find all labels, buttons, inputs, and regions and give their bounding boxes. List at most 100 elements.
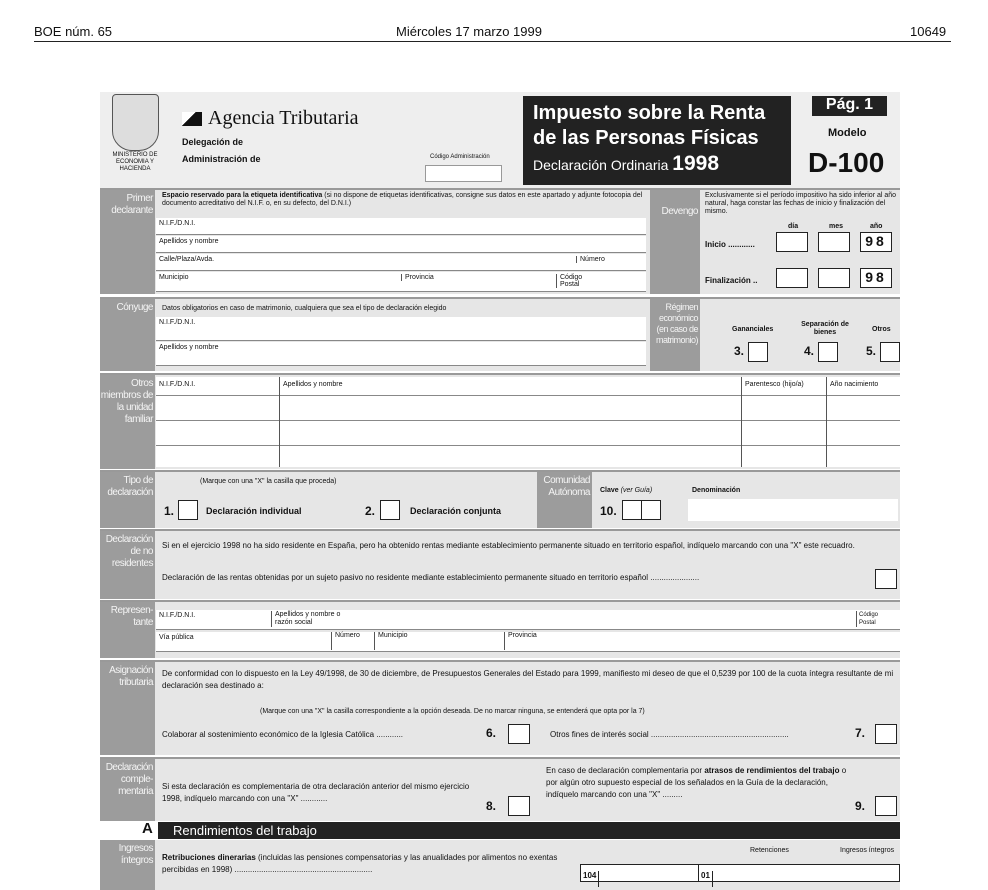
separacion-label: Separación de bienes	[801, 321, 849, 336]
atrasos-bold: atrasos de rendimientos del trabajo	[704, 766, 840, 775]
otros-fines-label: Otros fines de interés social ..........…	[550, 730, 789, 739]
iglesia-label: Colaborar al sostenimiento económico de …	[162, 730, 404, 739]
section-primer-declarante: Primer declarante Espacio reservado para…	[100, 188, 900, 294]
ano-label: año	[870, 223, 883, 230]
clave-label: Clave	[600, 487, 619, 494]
repr-row2[interactable]: Vía pública Número Municipio Provincia	[156, 632, 900, 652]
otros-label: Otros	[872, 326, 891, 333]
complementaria-checkbox[interactable]	[508, 796, 530, 816]
ingresos-header: Ingresos íntegros	[840, 847, 895, 854]
col-nif: N.I.F./D.N.I.	[159, 381, 196, 388]
section-a-title: Rendimientos del trabajo	[158, 822, 900, 839]
section-label: Ingresos íntegros	[100, 840, 155, 890]
page-label: Pág. 1	[812, 96, 887, 116]
col-parentesco: Parentesco (hijo/a)	[745, 381, 804, 388]
atrasos-checkbox[interactable]	[875, 796, 897, 816]
form-title-line1: Impuesto sobre la Renta	[533, 102, 766, 124]
clave-field-1[interactable]	[622, 500, 642, 520]
conyuge-nombre-field[interactable]: Apellidos y nombre	[156, 342, 646, 366]
box-number: 6.	[486, 726, 497, 740]
regimen-label: Régimen económico (en caso de matrimonio…	[650, 299, 700, 371]
inicio-mes-field[interactable]	[818, 232, 850, 252]
separacion-checkbox[interactable]	[818, 342, 838, 362]
iglesia-checkbox[interactable]	[508, 724, 530, 744]
retenciones-field[interactable]: 104	[580, 864, 700, 887]
form-title-line2: de las Personas Físicas	[533, 127, 759, 149]
denominacion-label: Denominación	[692, 487, 741, 494]
nombre-label: Apellidos y nombre	[159, 344, 219, 351]
form-subtitle: Declaración Ordinaria	[533, 157, 669, 173]
box-number: 2.	[365, 504, 376, 518]
otros-checkbox[interactable]	[880, 342, 900, 362]
nif-label: N.I.F./D.N.I.	[159, 220, 196, 227]
codigo-admin-field[interactable]	[425, 165, 502, 182]
modelo-code: D-100	[808, 147, 885, 178]
section-label: Declaración comple-mentaria	[100, 759, 155, 821]
noresid-checkbox[interactable]	[875, 569, 897, 589]
denominacion-field[interactable]	[688, 499, 898, 521]
dia-label: día	[788, 223, 799, 230]
final-dia-field[interactable]	[776, 268, 808, 288]
ganancial-label: Gananciales	[732, 326, 774, 333]
agency-name: Agencia Tributaria	[208, 107, 359, 129]
ganancial-checkbox[interactable]	[748, 342, 768, 362]
section-asignacion: Asignación tributaria De conformidad con…	[100, 660, 900, 755]
box-number: 4.	[804, 344, 815, 358]
section-no-residentes: Declaración de no residentes Si en el ej…	[100, 529, 900, 599]
nombre-label: Apellidos y nombre o razón social	[271, 611, 345, 627]
mes-label: mes	[829, 223, 844, 230]
individual-checkbox[interactable]	[178, 500, 198, 520]
administracion-label: Administración de	[182, 154, 261, 164]
col-nombre: Apellidos y nombre	[283, 381, 343, 388]
otros-fines-checkbox[interactable]	[875, 724, 897, 744]
atrasos-text-end: o por algún otro supuesto especial de lo…	[546, 766, 847, 799]
header-rule	[34, 41, 951, 42]
complementaria-text: Si esta declaración es complementaria de…	[162, 782, 470, 803]
box-number: 5.	[866, 344, 877, 358]
calle-label: Calle/Plaza/Avda.	[159, 256, 215, 263]
box-number: 8.	[486, 799, 497, 813]
retenciones-header: Retenciones	[750, 847, 789, 854]
calle-field[interactable]: Calle/Plaza/Avda. Número	[156, 254, 646, 271]
section-otros-miembros: Otros miembros de la unidad familiar N.I…	[100, 373, 900, 469]
asignacion-hint: (Marque con una "X" la casilla correspon…	[260, 708, 645, 715]
noresid-text: Si en el ejercicio 1998 no ha sido resid…	[162, 541, 855, 550]
codigo-postal-label: Código Postal	[556, 274, 590, 288]
devengo-label: Devengo	[650, 190, 700, 294]
municipio-label: Municipio	[374, 632, 408, 650]
nombre-label: Apellidos y nombre	[159, 238, 219, 245]
label-intro: Espacio reservado para la etiqueta ident…	[162, 192, 323, 199]
ingresos-field[interactable]: 01	[698, 864, 900, 887]
nif-label: N.I.F./D.N.I.	[159, 319, 196, 326]
final-mes-field[interactable]	[818, 268, 850, 288]
retribuciones-text: (incluidas las pensiones compensatorias …	[162, 853, 558, 874]
conyuge-nif-field[interactable]: N.I.F./D.N.I.	[156, 317, 646, 341]
asignacion-text: De conformidad con lo dispuesto en la Le…	[162, 669, 894, 690]
numero-label: Número	[331, 632, 360, 650]
conjunta-checkbox[interactable]	[380, 500, 400, 520]
section-tipo-declaracion: Tipo de declaración (Marque con una "X" …	[100, 470, 900, 528]
repr-row1[interactable]: N.I.F./D.N.I. Apellidos y nombre o razón…	[156, 610, 900, 630]
guia-label: (ver Guía)	[620, 487, 653, 494]
provincia-label: Provincia	[401, 274, 434, 281]
tipo-hint: (Marque con una "X" la casilla que proce…	[200, 478, 337, 485]
members-table[interactable]: N.I.F./D.N.I. Apellidos y nombre Parente…	[156, 377, 900, 467]
inicio-dia-field[interactable]	[776, 232, 808, 252]
section-label: Asignación tributaria	[100, 662, 155, 755]
atrasos-text: En caso de declaración complementaria po…	[546, 766, 705, 775]
municipio-field[interactable]: Municipio Provincia Código Postal	[156, 272, 646, 292]
box-number: 1.	[164, 504, 175, 518]
form-year: 1998	[672, 152, 720, 175]
retribuciones-bold: Retribuciones dinerarias	[162, 853, 256, 862]
noresid-declaration: Declaración de las rentas obtenidas por …	[162, 573, 700, 582]
section-ingresos: Ingresos íntegros Retribuciones dinerari…	[100, 840, 900, 890]
nombre-field[interactable]: Apellidos y nombre	[156, 236, 646, 253]
form-header: MINISTERIO DE ECONOMIA Y HACIENDA Agenci…	[100, 92, 900, 188]
section-letter: A	[142, 820, 153, 837]
nif-field[interactable]: N.I.F./D.N.I.	[156, 218, 646, 235]
clave-field-2[interactable]	[641, 500, 661, 520]
provincia-label: Provincia	[504, 632, 537, 650]
box-number: 104	[581, 871, 600, 887]
coat-of-arms-icon	[112, 94, 159, 151]
via-label: Vía pública	[159, 634, 194, 641]
